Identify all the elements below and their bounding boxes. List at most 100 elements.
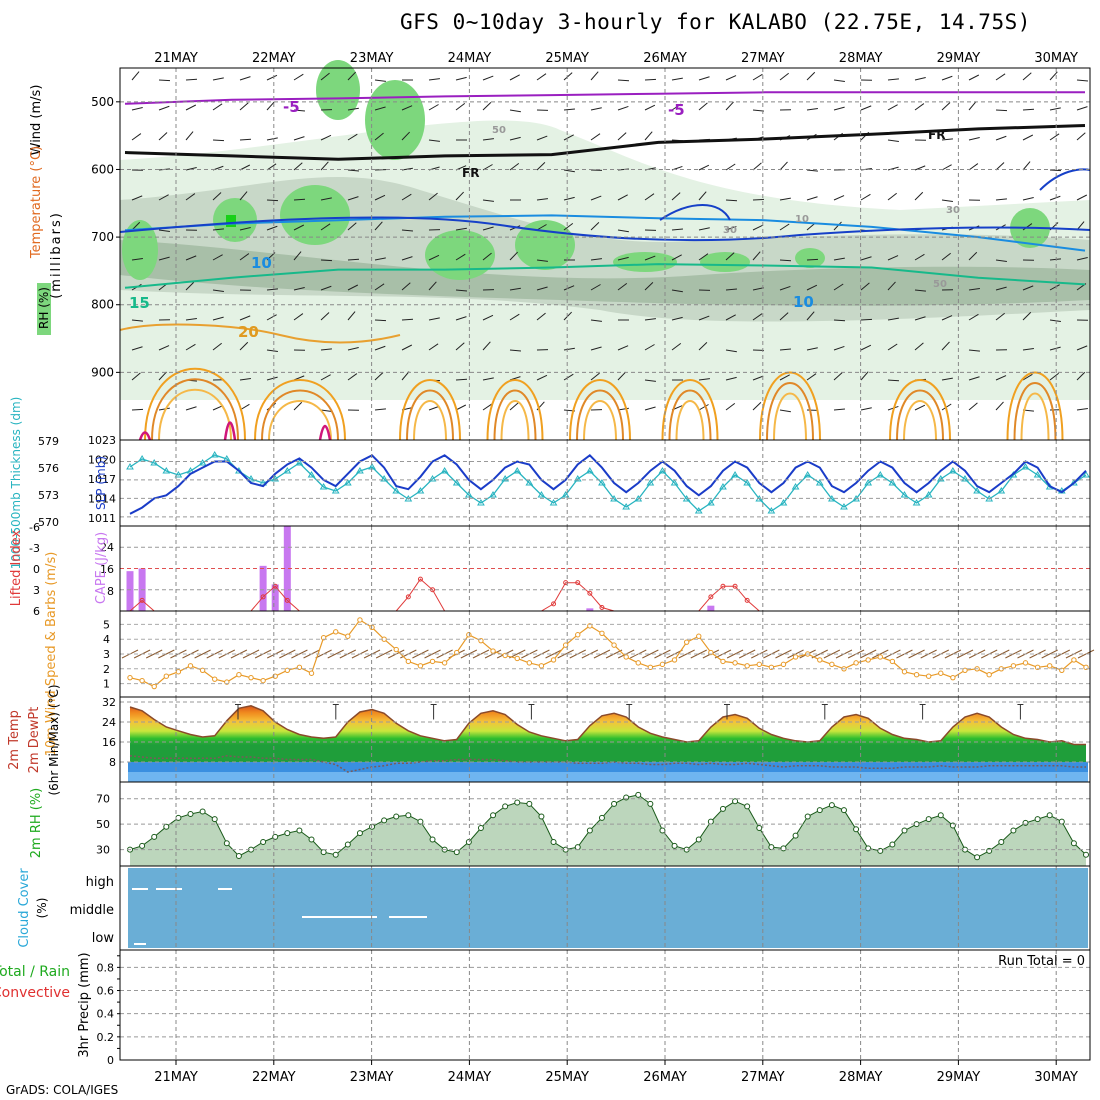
wind-barb-10m — [327, 649, 344, 659]
warm-contour — [261, 389, 339, 441]
wind-barb — [401, 193, 412, 201]
date-label-top: 24MAY — [448, 51, 492, 66]
wind-barb — [806, 107, 818, 111]
temp-tick: 32 — [102, 696, 116, 709]
wind-barb — [347, 222, 357, 231]
thickness-point — [150, 459, 159, 466]
wind-barb — [671, 77, 683, 81]
wind-barb — [671, 192, 681, 201]
isotherm-25 — [223, 421, 237, 441]
temp-tick: 16 — [102, 736, 116, 749]
rh2m-point — [974, 854, 981, 861]
cape-bar — [707, 605, 715, 611]
thickness-point — [658, 467, 667, 474]
wind-barb — [698, 341, 708, 351]
rh-peak-cell — [226, 215, 236, 227]
rh2m-point — [550, 839, 557, 845]
rh2m-point — [937, 812, 944, 819]
li-point — [405, 594, 411, 600]
wind-barb — [131, 195, 143, 201]
thickness-tick: 579 — [38, 435, 59, 448]
contour-label: FR — [928, 128, 945, 142]
thickness-point — [1021, 463, 1030, 470]
wind-barb — [752, 287, 764, 291]
wind-barb — [590, 133, 601, 141]
rh2m-tick: 70 — [96, 793, 110, 806]
wind-barb — [1022, 223, 1033, 231]
wind-barb — [509, 287, 521, 291]
wind-point — [538, 663, 545, 669]
wind-barb — [698, 102, 708, 111]
wind-barb — [131, 221, 141, 231]
wind-point — [429, 658, 436, 665]
precip-total-label: Total / Rain — [0, 964, 70, 980]
li-point — [575, 580, 581, 586]
rh2m-point — [792, 832, 799, 839]
wind-point — [417, 663, 424, 669]
wind-barb — [482, 226, 494, 231]
wind-barb — [698, 378, 710, 381]
rh2m-point — [429, 836, 436, 843]
thickness-point — [162, 467, 171, 474]
warm-contour — [500, 400, 530, 441]
rh2m-point — [151, 833, 158, 840]
thickness-point — [864, 479, 873, 486]
wind-barb-10m — [642, 649, 659, 659]
slp-line — [129, 453, 1087, 515]
wind-barb — [887, 139, 899, 143]
cape-bar — [283, 526, 291, 611]
thickness-point — [501, 475, 510, 482]
thickness-point — [924, 491, 933, 498]
thickness-tick: 576 — [38, 462, 59, 475]
wind-point — [308, 670, 315, 676]
rh2m-point — [804, 813, 811, 820]
wind-barb — [212, 77, 224, 81]
rh2m-point — [356, 830, 363, 837]
wind-barb — [1049, 346, 1061, 351]
wind-barb — [806, 311, 815, 321]
thickness-axis-label: 1000-500mb Thickness (dm) — [9, 397, 23, 570]
wind-barb — [887, 343, 898, 351]
cape-tick: 16 — [100, 563, 114, 576]
thickness-point — [380, 475, 389, 482]
wind-barb — [185, 317, 197, 321]
wind-barb — [671, 228, 684, 231]
wind-barb — [158, 407, 170, 411]
wind-barb — [806, 71, 816, 81]
grid-layer — [120, 68, 1090, 1060]
rh2m-point — [393, 813, 400, 820]
wind-barb — [779, 72, 789, 81]
rh2m-point — [635, 791, 642, 798]
wind-point — [635, 660, 641, 666]
wind-barb — [185, 406, 197, 411]
wind-barb — [860, 318, 873, 321]
wind-barb — [590, 195, 602, 201]
wind-barb — [374, 319, 387, 322]
thickness-point — [997, 487, 1006, 494]
wind-point — [865, 657, 871, 663]
rh2m-point — [659, 827, 666, 834]
wind-barb — [1022, 134, 1034, 141]
wind-barb — [968, 349, 980, 352]
li-tick: -3 — [29, 542, 40, 555]
wind-barb — [914, 253, 925, 261]
wind-barb-10m — [956, 649, 974, 659]
li-point — [720, 583, 726, 589]
thickness-point — [331, 487, 340, 494]
rh2m-point — [901, 827, 908, 834]
wind-barb-10m — [993, 649, 1010, 659]
wind-point — [550, 657, 557, 663]
wind-barb — [1076, 79, 1089, 82]
wind-barb — [590, 346, 602, 351]
wind-barb — [185, 193, 196, 201]
date-label-top: 29MAY — [937, 51, 981, 66]
wind-point — [1071, 657, 1077, 663]
wind-barb — [320, 374, 331, 381]
wind-barb — [1076, 194, 1088, 201]
rh2m-point — [611, 800, 618, 807]
rh2m-point — [199, 808, 206, 815]
cloud-fill — [128, 868, 1088, 948]
wind-barb — [536, 161, 546, 171]
wind-barb — [347, 133, 358, 141]
wind-point — [683, 639, 690, 645]
